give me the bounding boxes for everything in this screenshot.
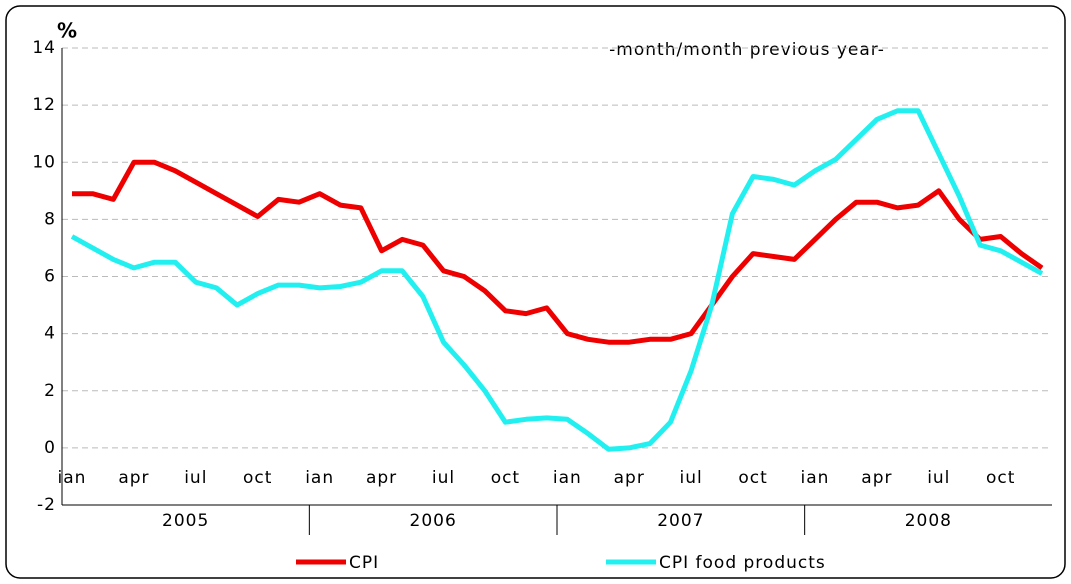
x-tick-label: apr [118,468,149,488]
x-tick-label: oct [738,468,767,488]
series-line [70,108,1044,452]
y-unit: % [57,19,78,43]
x-tick-label: iul [927,468,950,488]
y-tick-label: -2 [37,495,56,515]
year-label: 2008 [905,511,952,531]
y-tick-label: 2 [44,381,56,401]
y-tick-label: 0 [44,438,56,458]
x-tick-label: oct [491,468,520,488]
y-tick-label: 10 [32,152,56,172]
x-tick-label: ian [801,468,830,488]
y-tick-label: 12 [32,95,56,115]
x-tick-label: ian [305,468,334,488]
legend-label: CPI [349,553,379,573]
x-tick-label: apr [614,468,645,488]
x-tick-label: apr [366,468,397,488]
legend-label: CPI food products [659,553,826,573]
x-tick-label: apr [861,468,892,488]
x-tick-label: ian [58,468,87,488]
x-tick-label: ian [553,468,582,488]
year-label: 2005 [162,511,209,531]
x-tick-label: oct [243,468,272,488]
annotation: -month/month previous year- [609,40,885,60]
year-label: 2007 [657,511,704,531]
y-tick-label: 14 [32,38,56,58]
series-line [72,159,1044,345]
y-tick-label: 6 [44,267,56,287]
x-tick-label: iul [184,468,207,488]
y-tick-label: 4 [44,324,56,344]
year-label: 2006 [410,511,457,531]
x-tick-label: oct [986,468,1015,488]
y-tick-label: 8 [44,209,56,229]
chart-border [5,5,1066,579]
x-tick-label: iul [432,468,455,488]
x-tick-label: iul [680,468,703,488]
